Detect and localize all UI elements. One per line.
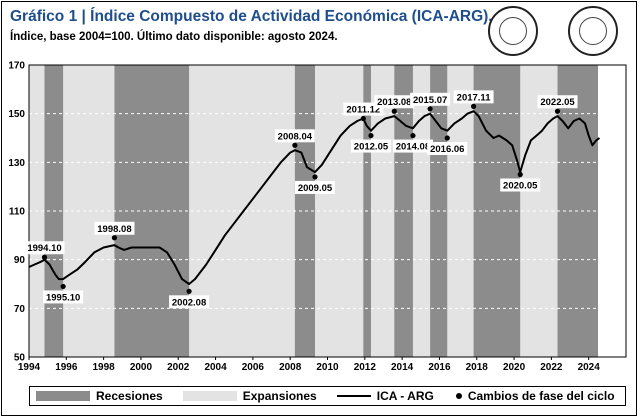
turning-point-label-box [374,95,415,109]
turning-point-label-box [94,221,135,235]
x-tick-label: 2016 [428,362,451,373]
turning-point-label-box [453,90,494,104]
turning-point-marker [554,108,561,114]
turning-point-label: 1994.10 [27,243,61,254]
y-tick-label: 90 [14,255,26,266]
turning-point-marker [292,142,298,148]
turning-point-marker [60,283,66,290]
turning-point-label-box [343,102,384,116]
turning-point-marker [410,132,416,139]
legend-item-turning-points: Cambios de fase del ciclo [448,389,615,403]
turning-point-label-box [350,139,391,153]
turning-point-marker [470,103,477,109]
x-tick-label: 2002 [167,362,190,373]
x-tick-label: 2020 [503,362,526,373]
turning-point-label: 2008.04 [278,131,313,142]
turning-point-label: 2011.12 [346,105,380,116]
turning-point-label-box [295,180,336,194]
turning-point-marker [186,288,192,294]
turning-point-label-box [500,178,541,192]
turning-point-label: 2009.05 [298,183,333,194]
x-tick-label: 2014 [391,362,414,373]
y-tick-label: 70 [14,304,26,315]
turning-point-label-box [169,295,210,309]
turning-point-label: 1998.08 [97,224,131,235]
turning-point-marker [111,235,118,241]
turning-point-label-box [43,290,84,304]
chart-title: Gráfico 1 | Índice Compuesto de Activida… [10,8,493,25]
x-tick-label: 2006 [242,362,265,373]
legend-label-recessions: Recesiones [96,389,163,403]
x-tick-label: 2010 [316,362,339,373]
turning-point-marker [391,108,397,114]
turning-point-label: 2002.08 [172,297,206,308]
expansion-swatch [182,391,237,401]
x-tick-label: 2022 [540,362,563,373]
turning-point-label: 2015.07 [413,95,447,106]
turning-point-swatch [455,393,462,399]
turning-point-label-box [410,92,451,106]
y-tick-label: 150 [8,109,25,120]
series-line-swatch [336,395,371,397]
legend-label-series: ICA - ARG [376,389,434,403]
expansion-band [63,65,115,357]
turning-point-marker [517,171,523,178]
y-tick-label: 50 [14,353,26,364]
x-tick-label: 2000 [130,362,153,373]
plot-border [28,64,627,358]
turning-point-label-box [427,142,468,155]
turning-point-marker [41,254,48,260]
turning-point-marker [312,174,318,180]
y-tick-label: 110 [9,207,26,218]
x-tick-label: 2018 [466,362,489,373]
turning-point-label: 2013.08 [377,97,411,108]
turning-point-label: 2020.05 [503,181,538,192]
expansion-band [370,65,395,357]
x-tick-label: 2008 [279,362,302,373]
legend-item-recessions: Recesiones [30,389,163,403]
turning-point-label: 2016.06 [430,144,464,155]
x-tick-label: 2024 [578,362,601,373]
legend-item-expansions: Expansiones [177,389,317,403]
turning-point-label-box [274,129,315,143]
chart-subtitle: Índice, base 2004=100. Último dato dispo… [10,31,338,43]
turning-point-label-box [537,95,578,109]
turning-point-label-box [392,139,433,153]
turning-point-label: 2014.08 [396,142,430,153]
recession-swatch [36,391,90,401]
turning-point-label: 2017.11 [457,92,492,103]
bolsa-de-comercio-rosario-seal [568,6,618,56]
x-tick-label: 1994 [18,362,41,373]
turning-point-label: 2012.05 [354,142,389,153]
turning-point-label-box [24,241,65,255]
x-tick-label: 1998 [93,362,116,373]
legend-label-expansions: Expansiones [242,389,317,403]
y-tick-label: 130 [8,158,25,169]
turning-point-marker [427,106,433,112]
turning-point-marker [360,115,366,122]
legend-item-series: ICA - ARG [331,389,434,403]
x-tick-label: 2004 [204,362,227,373]
turning-point-marker [368,132,374,139]
legend-label-turning-points: Cambios de fase del ciclo [467,389,615,403]
turning-point-label: 2022.05 [540,97,575,108]
turning-point-marker [444,135,450,141]
turning-point-label: 1995.10 [46,292,80,303]
chart-legend: Recesiones Expansiones ICA - ARG Cambios… [29,386,626,406]
y-tick-label: 170 [8,61,25,72]
ica-arg-series-line [28,110,601,285]
x-tick-label: 1996 [55,362,78,373]
x-tick-label: 2012 [354,362,377,373]
bolsa-de-comercio-santa-fe-seal [488,6,538,56]
